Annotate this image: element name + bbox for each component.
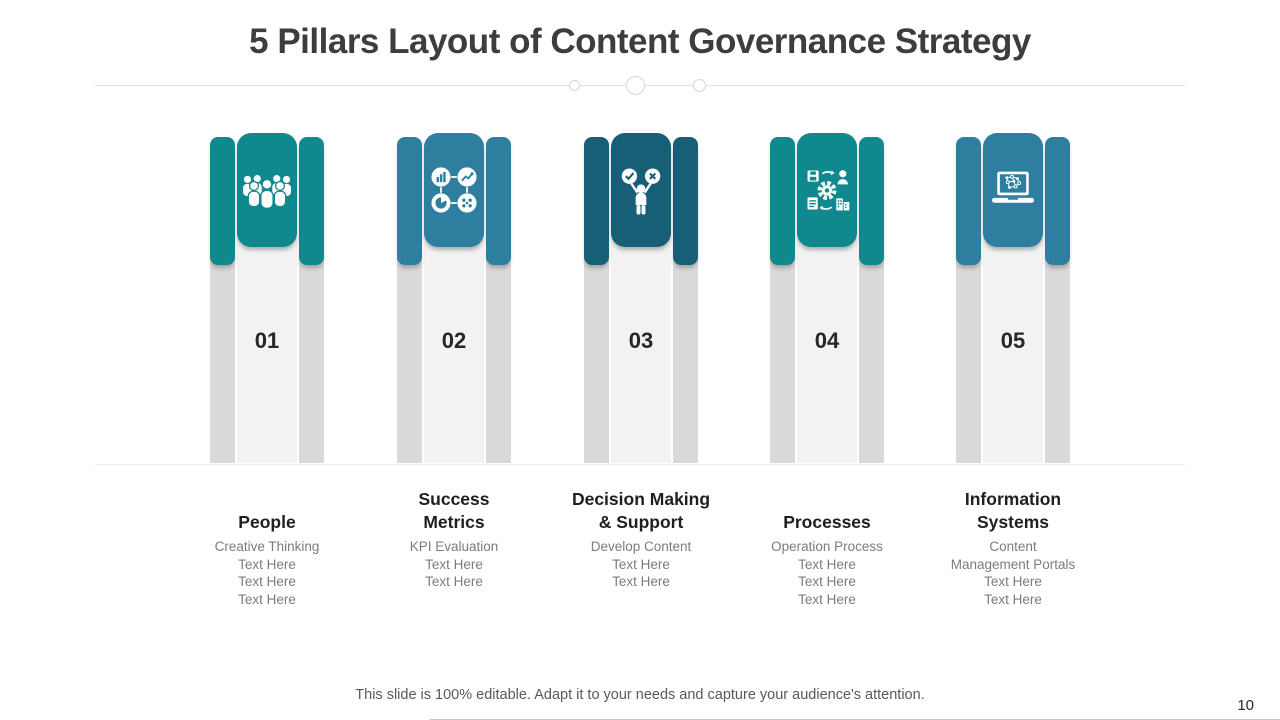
pillar-title: Success Metrics (418, 489, 490, 532)
pillar-middle-shaft (797, 233, 857, 463)
pillar-middle-shaft (237, 233, 297, 463)
pillar-information-systems: 05 (956, 133, 1070, 463)
divider-circle-small (569, 79, 580, 91)
pillar-text-processes: Processes Operation Process Text Here Te… (732, 486, 922, 608)
pillar-middle-shaft (424, 233, 484, 463)
people-group-icon (243, 175, 291, 209)
pillar-middle-cap (611, 133, 671, 247)
pillar-side-shaft (673, 257, 698, 463)
pillar-side-shaft (956, 257, 981, 463)
pillar-description: KPI Evaluation Text Here Text Here (409, 539, 499, 589)
pillar-description: Content Management Portals Text Here Tex… (950, 539, 1076, 607)
pillar-side-shaft (299, 257, 324, 463)
pillar-side-cap (956, 137, 981, 265)
pillar-text-information-systems: Information Systems Content Management P… (918, 486, 1108, 608)
pillar-success-metrics: 02 (397, 133, 511, 463)
pillar-middle-cap (983, 133, 1043, 247)
pillar-number: 02 (441, 328, 467, 353)
pillar-side-shaft (584, 257, 609, 463)
laptop-network-icon (992, 171, 1034, 203)
pillar-number: 03 (628, 328, 654, 353)
pillar-title: Information Systems (964, 489, 1062, 532)
pillar-text-people: People Creative Thinking Text Here Text … (172, 486, 362, 608)
slide-title: 5 Pillars Layout of Content Governance S… (249, 22, 1031, 61)
metrics-charts-icon (431, 167, 477, 213)
pillar-side-shaft (397, 257, 422, 463)
pillar-side-cap (210, 137, 235, 265)
page-number: 10 (1237, 697, 1254, 714)
pillar-number: 04 (814, 328, 840, 353)
pillar-title: Processes (783, 512, 871, 532)
decision-signs-icon (621, 168, 661, 215)
pillar-side-cap (673, 137, 698, 265)
pillar-text-decision-making: Decision Making & Support Develop Conten… (546, 486, 736, 591)
pillar-side-cap (859, 137, 884, 265)
pillar-text-success-metrics: Success Metrics KPI Evaluation Text Here… (359, 486, 549, 591)
pillar-people: 01 (210, 133, 324, 463)
editable-note: This slide is 100% editable. Adapt it to… (355, 687, 925, 703)
pillar-middle-shaft (983, 233, 1043, 463)
pillar-number: 05 (1000, 328, 1026, 353)
pillar-side-shaft (859, 257, 884, 463)
pillar-decision-making: 03 (584, 133, 698, 463)
pillar-processes: 04 (770, 133, 884, 463)
pillar-middle-cap (237, 133, 297, 247)
pillar-description: Operation Process Text Here Text Here Te… (771, 539, 883, 607)
pillar-side-cap (486, 137, 511, 265)
pillar-middle-cap (797, 133, 857, 247)
pillar-description: Creative Thinking Text Here Text Here Te… (214, 539, 320, 607)
pillar-side-shaft (1045, 257, 1070, 463)
process-cycle-icon (807, 170, 850, 211)
pillar-middle-cap (424, 133, 484, 247)
divider-circle-medium (693, 78, 706, 92)
pillar-number: 01 (254, 328, 280, 353)
pillar-side-cap (397, 137, 422, 265)
pillar-title: Decision Making & Support (571, 489, 711, 532)
pillar-side-shaft (770, 257, 795, 463)
pillar-side-shaft (210, 257, 235, 463)
pillar-description: Develop Content Text Here Text Here (590, 539, 692, 589)
pillar-title: People (238, 512, 296, 532)
pillar-side-cap (770, 137, 795, 265)
pillar-side-cap (1045, 137, 1070, 265)
pillar-side-shaft (486, 257, 511, 463)
pillar-side-cap (299, 137, 324, 265)
pillar-side-cap (584, 137, 609, 265)
pillar-baseline (95, 464, 1185, 465)
pillar-middle-shaft (611, 233, 671, 463)
divider-circle-large (626, 75, 645, 95)
